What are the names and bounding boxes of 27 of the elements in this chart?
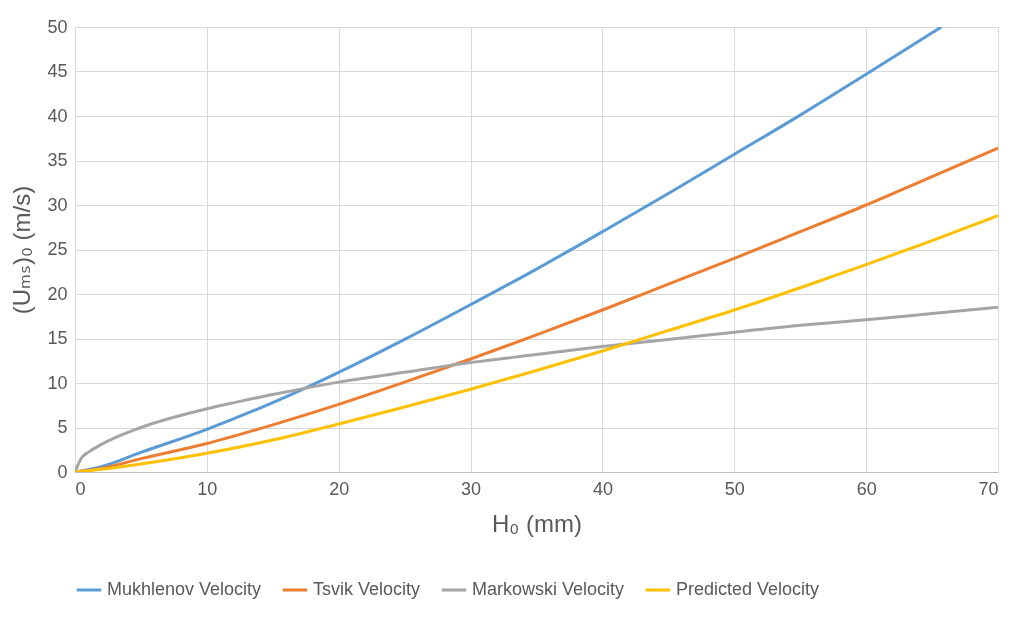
legend-label: Predicted Velocity (676, 579, 820, 599)
y-tick-label: 50 (47, 16, 68, 37)
x-axis-title: H₀ (mm) (492, 509, 582, 537)
legend-label: Markowski Velocity (472, 579, 625, 599)
y-tick-label: 35 (47, 150, 68, 170)
x-tick-label: 40 (592, 478, 613, 499)
x-tick-label: 70 (978, 478, 999, 499)
x-tick-label: 20 (329, 478, 350, 499)
x-tick-label: 10 (197, 478, 218, 499)
line-series (75, 305, 998, 472)
y-tick-label: 40 (47, 105, 68, 126)
y-axis-title: (Uₘₛ)₀ (m/s) (8, 185, 36, 315)
y-tick-label: 10 (47, 372, 68, 393)
y-tick-label: 15 (47, 328, 68, 348)
line-series (75, 214, 998, 472)
x-tick-label: 30 (461, 478, 482, 499)
y-tick-label: 25 (47, 239, 68, 259)
y-tick-label: 30 (47, 194, 68, 215)
legend-label: Tsvik Velocity (313, 579, 421, 599)
y-tick-label: 20 (47, 283, 68, 304)
x-tick-label: 0 (75, 478, 86, 499)
x-tick-label: 60 (856, 478, 877, 499)
y-tick-label: 0 (57, 461, 68, 482)
y-tick-label: 5 (57, 417, 68, 437)
y-tick-label: 45 (47, 61, 68, 81)
x-tick-label: 50 (724, 478, 745, 499)
legend-label: Mukhlenov Velocity (107, 579, 262, 599)
